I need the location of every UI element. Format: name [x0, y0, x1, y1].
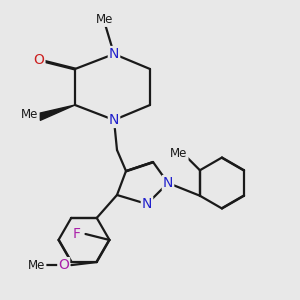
- Text: N: N: [109, 113, 119, 127]
- Text: N: N: [109, 47, 119, 61]
- Text: O: O: [34, 53, 44, 67]
- Polygon shape: [38, 105, 75, 120]
- Text: O: O: [58, 258, 69, 272]
- Text: Me: Me: [28, 259, 45, 272]
- Text: F: F: [73, 227, 80, 241]
- Text: Me: Me: [170, 147, 188, 160]
- Text: N: N: [142, 197, 152, 211]
- Text: Me: Me: [96, 13, 114, 26]
- Text: N: N: [163, 176, 173, 190]
- Text: Me: Me: [21, 107, 39, 121]
